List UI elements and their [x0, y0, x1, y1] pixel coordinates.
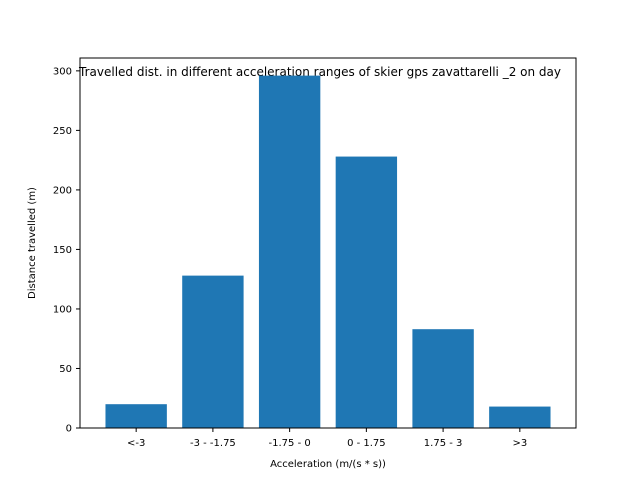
bar-4 — [412, 329, 474, 428]
bar-1 — [182, 275, 244, 428]
chart-title: Travelled dist. in different acceleratio… — [78, 65, 561, 79]
y-tick-label: 300 — [53, 66, 72, 77]
x-tick-label: <-3 — [127, 438, 145, 449]
bar-2 — [258, 75, 321, 428]
x-tick-label: 0 - 1.75 — [347, 438, 386, 449]
x-axis-label: Acceleration (m/(s * s)) — [270, 459, 386, 470]
x-tick-label: >3 — [512, 438, 527, 449]
plot-frame — [79, 57, 577, 429]
x-tick-label: -3 - -1.75 — [190, 438, 236, 449]
y-tick-label: 200 — [53, 185, 72, 196]
x-tick-label: -1.75 - 0 — [269, 438, 311, 449]
bars-group — [105, 75, 551, 429]
y-tick-label: 250 — [53, 126, 72, 137]
y-tick-label: 150 — [53, 245, 72, 256]
bar-0 — [105, 404, 167, 428]
bar-5 — [489, 406, 551, 428]
y-axis-label: Distance travelled (m) — [27, 187, 38, 299]
y-tick-label: 50 — [59, 364, 72, 375]
y-tick-label: 0 — [66, 424, 72, 435]
bar-3 — [335, 156, 398, 429]
x-axis: <-3 -3 - -1.75 -1.75 - 0 0 - 1.75 1.75 - 3 >3 — [127, 428, 527, 449]
x-tick-label: 1.75 - 3 — [424, 438, 463, 449]
y-tick-label: 100 — [53, 304, 72, 315]
y-axis: 0 50 100 150 200 250 300 — [53, 66, 80, 435]
